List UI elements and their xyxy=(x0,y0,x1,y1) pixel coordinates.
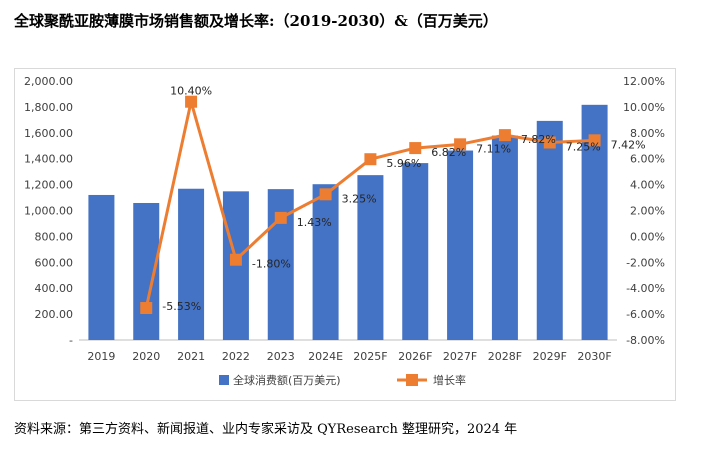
y-right-tick-label: -6.00% xyxy=(626,308,665,321)
growth-marker xyxy=(364,153,377,166)
growth-marker xyxy=(229,253,242,266)
growth-data-label: 7.42% xyxy=(611,138,646,151)
y-left-tick-label: 400.00 xyxy=(35,282,74,295)
growth-marker xyxy=(543,136,556,149)
x-tick-label: 2022 xyxy=(222,350,250,363)
x-tick-label: 2019 xyxy=(87,350,115,363)
bar-series xyxy=(88,104,608,340)
bar xyxy=(88,194,115,340)
y-left-tick-label: 1,600.00 xyxy=(24,127,73,140)
y-left-tick-label: 1,200.00 xyxy=(24,179,73,192)
y-right-tick-label: -4.00% xyxy=(626,282,665,295)
x-tick-label: 2025F xyxy=(353,350,387,363)
growth-data-label: 10.40% xyxy=(170,85,212,98)
source-note: 资料来源：第三方资料、新闻报道、业内专家采访及 QYResearch 整理研究，… xyxy=(14,422,518,437)
x-tick-label: 2021 xyxy=(177,350,205,363)
x-tick-label: 2020 xyxy=(132,350,160,363)
bar xyxy=(312,184,339,340)
x-tick-label: 2027F xyxy=(443,350,477,363)
y-left-tick-label: 2,000.00 xyxy=(24,75,73,88)
growth-marker xyxy=(588,134,601,147)
x-tick-label: 2028F xyxy=(488,350,522,363)
bar xyxy=(536,120,563,340)
growth-data-label: 7.11% xyxy=(476,142,511,155)
growth-marker xyxy=(319,188,332,201)
growth-data-label: 1.43% xyxy=(297,216,332,229)
chart-svg: - 200.00 400.00 600.00 800.00 1,000.00 1,200.0… xyxy=(24,75,665,387)
data-labels: -5.53% 10.40% -1.80% 1.43% 3.25% 5.96% 6.82% 7.… xyxy=(162,85,645,313)
y-right-tick-label: 6.00% xyxy=(630,153,665,166)
growth-data-label: -1.80% xyxy=(252,258,291,271)
x-tick-label: 2029F xyxy=(533,350,567,363)
y-right-tick-label: -2.00% xyxy=(626,256,665,269)
y-left-tick-label: 1,800.00 xyxy=(24,101,73,114)
growth-marker xyxy=(140,302,153,315)
growth-line-series xyxy=(140,95,601,315)
y-right-tick-label: 10.00% xyxy=(623,101,665,114)
y-left-tick-label: 1,400.00 xyxy=(24,153,73,166)
bar xyxy=(447,150,474,340)
y-right-tick-label: 4.00% xyxy=(630,179,665,192)
bar xyxy=(402,163,429,340)
growth-data-label: 3.25% xyxy=(342,192,377,205)
legend-line-label: 增长率 xyxy=(433,373,466,387)
bar xyxy=(178,188,205,340)
growth-marker xyxy=(409,142,422,155)
y-left-tick-label: 200.00 xyxy=(35,308,74,321)
chart-title: 全球聚酰亚胺薄膜市场销售额及增长率:（2019-2030）&（百万美元） xyxy=(14,12,498,30)
y-right-tick-label: 0.00% xyxy=(630,230,665,243)
y-right-tick-label: 12.00% xyxy=(623,75,665,88)
bar xyxy=(357,175,384,340)
x-tick-label: 2030F xyxy=(577,350,611,363)
growth-data-label: 6.82% xyxy=(431,146,466,159)
legend-line-marker xyxy=(406,374,418,386)
y-right-tick-label: 2.00% xyxy=(630,205,665,218)
y-left-tick-label: 1,000.00 xyxy=(24,205,73,218)
legend-bar-label: 全球消费额(百万美元) xyxy=(233,373,341,387)
growth-marker xyxy=(454,138,467,151)
x-tick-label: 2023 xyxy=(267,350,295,363)
axes: - 200.00 400.00 600.00 800.00 1,000.00 1,200.0… xyxy=(24,75,665,363)
growth-marker xyxy=(498,129,511,142)
growth-marker xyxy=(274,211,287,224)
y-left-tick-label: - xyxy=(69,334,73,347)
growth-data-label: 7.25% xyxy=(566,141,601,154)
x-tick-label: 2024E xyxy=(308,350,343,363)
growth-data-label: 5.96% xyxy=(386,157,421,170)
growth-marker xyxy=(185,95,198,108)
growth-data-label: 7.82% xyxy=(521,133,556,146)
legend-bar-swatch xyxy=(219,375,229,385)
legend: 全球消费额(百万美元) 增长率 xyxy=(219,373,466,387)
growth-data-label: -5.53% xyxy=(162,300,201,313)
y-left-tick-label: 800.00 xyxy=(35,230,74,243)
y-right-tick-label: 8.00% xyxy=(630,127,665,140)
chart-area: - 200.00 400.00 600.00 800.00 1,000.00 1,200.0… xyxy=(14,68,676,401)
x-tick-label: 2026F xyxy=(398,350,432,363)
bar xyxy=(491,135,518,340)
y-right-tick-label: -8.00% xyxy=(626,334,665,347)
y-left-tick-label: 600.00 xyxy=(35,256,74,269)
